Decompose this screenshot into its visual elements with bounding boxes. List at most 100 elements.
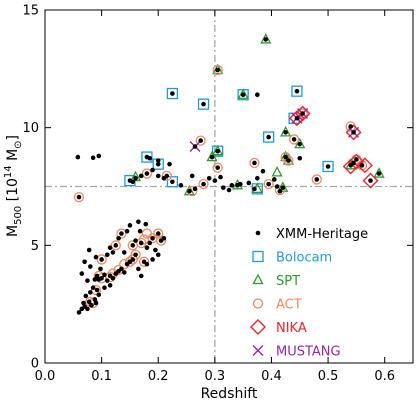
- point-act-shape: [110, 240, 121, 251]
- point-xmm-heritage-shape: [121, 270, 127, 275]
- point-xmm-heritage: [187, 188, 192, 194]
- point-spt: [130, 170, 142, 182]
- point-xmm-heritage: [235, 183, 240, 188]
- point-nika: [288, 110, 305, 127]
- point-xmm-heritage-shape: [283, 154, 288, 160]
- point-xmm-heritage-shape: [144, 261, 150, 267]
- point-act: [96, 254, 107, 265]
- point-xmm-heritage-shape: [209, 154, 215, 160]
- point-xmm-heritage: [297, 141, 303, 147]
- point-xmm-heritage: [294, 115, 300, 121]
- point-bolocam: [141, 151, 153, 163]
- point-xmm-heritage: [266, 134, 271, 140]
- point-xmm-heritage-shape: [93, 300, 99, 306]
- point-act-shape: [130, 249, 141, 260]
- point-xmm-heritage: [86, 247, 92, 253]
- legend-marker-bolocam: [252, 250, 264, 263]
- point-xmm-heritage: [104, 278, 110, 283]
- point-xmm-heritage-shape: [215, 67, 220, 73]
- point-xmm-heritage: [155, 158, 161, 163]
- point-xmm-heritage-shape: [294, 115, 300, 121]
- point-xmm-heritage-shape: [291, 137, 297, 142]
- point-act: [161, 170, 172, 182]
- point-xmm-heritage: [153, 247, 158, 253]
- point-xmm-heritage: [215, 67, 220, 73]
- point-xmm-heritage: [212, 178, 218, 183]
- point-nika-shape: [345, 124, 362, 141]
- point-xmm-heritage-shape: [178, 183, 184, 188]
- point-act: [127, 240, 138, 251]
- x-tick-label: 0.5: [318, 369, 339, 384]
- point-xmm-heritage: [143, 221, 149, 227]
- point-xmm-heritage: [92, 277, 98, 282]
- point-xmm-heritage-shape: [137, 228, 143, 234]
- point-spt: [373, 167, 385, 178]
- point-xmm-heritage-shape: [153, 247, 158, 253]
- point-xmm-heritage: [255, 175, 260, 181]
- point-spt-shape: [277, 181, 289, 192]
- point-spt-shape: [237, 88, 249, 99]
- point-xmm-heritage: [161, 235, 167, 241]
- point-xmm-heritage: [314, 177, 320, 182]
- point-act: [283, 155, 294, 166]
- point-xmm-heritage: [351, 160, 356, 166]
- point-xmm-heritage-shape: [348, 124, 354, 129]
- point-act-shape: [195, 135, 206, 146]
- point-xmm-heritage-shape: [104, 252, 110, 258]
- point-bolocam-shape: [166, 176, 179, 188]
- point-bolocam: [322, 160, 334, 173]
- y-axis-label: M500 [1014 M⊙]: [3, 135, 24, 237]
- point-xmm-heritage: [192, 144, 198, 149]
- point-xmm-heritage-shape: [351, 130, 356, 135]
- point-xmm-heritage-shape: [359, 163, 365, 168]
- point-xmm-heritage: [144, 261, 150, 267]
- point-xmm-heritage-shape: [87, 290, 93, 295]
- point-xmm-heritage-shape: [376, 171, 382, 176]
- point-xmm-heritage-shape: [119, 231, 124, 236]
- point-xmm-heritage: [277, 188, 283, 194]
- point-xmm-heritage: [291, 137, 297, 142]
- point-xmm-heritage-shape: [235, 183, 240, 188]
- point-act: [297, 108, 308, 119]
- point-xmm-heritage: [368, 178, 373, 183]
- point-xmm-heritage-shape: [107, 283, 113, 288]
- point-xmm-heritage: [87, 290, 93, 295]
- point-xmm-heritage-shape: [96, 153, 102, 159]
- point-xmm-heritage: [96, 292, 102, 298]
- point-xmm-heritage: [90, 155, 96, 161]
- point-xmm-heritage: [136, 266, 141, 272]
- point-xmm-heritage-shape: [215, 165, 220, 170]
- point-act: [141, 168, 153, 179]
- point-act-shape: [141, 168, 153, 179]
- point-xmm-heritage: [107, 245, 113, 250]
- point-act-shape: [198, 178, 209, 190]
- point-xmm-heritage-shape: [189, 173, 195, 179]
- point-xmm-heritage-shape: [83, 293, 89, 299]
- point-xmm-heritage: [113, 243, 119, 248]
- point-xmm-heritage-shape: [155, 158, 161, 163]
- point-xmm-heritage: [79, 271, 85, 276]
- point-xmm-heritage-shape: [255, 175, 260, 181]
- series-nika: [288, 105, 379, 189]
- point-xmm-heritage-shape: [76, 310, 82, 315]
- point-act: [212, 162, 223, 173]
- point-spt: [212, 144, 224, 156]
- point-xmm-heritage-shape: [124, 228, 130, 234]
- point-spt-shape: [212, 63, 224, 75]
- point-xmm-heritage: [76, 194, 82, 200]
- point-xmm-heritage: [359, 163, 365, 168]
- series-xmm-heritage: [75, 37, 382, 315]
- point-xmm-heritage: [354, 157, 359, 162]
- point-xmm-heritage: [93, 300, 99, 306]
- point-act-shape: [96, 254, 107, 265]
- point-xmm-heritage: [138, 173, 144, 179]
- point-bolocam-shape: [141, 151, 153, 163]
- point-xmm-heritage-shape: [271, 177, 277, 182]
- point-nika: [348, 153, 365, 170]
- point-xmm-heritage: [144, 171, 150, 176]
- legend-label-mustang: MUSTANG: [276, 345, 341, 360]
- point-act: [249, 157, 260, 169]
- point-xmm-heritage: [201, 101, 206, 107]
- point-xmm-heritage: [96, 153, 102, 159]
- point-act: [311, 174, 322, 185]
